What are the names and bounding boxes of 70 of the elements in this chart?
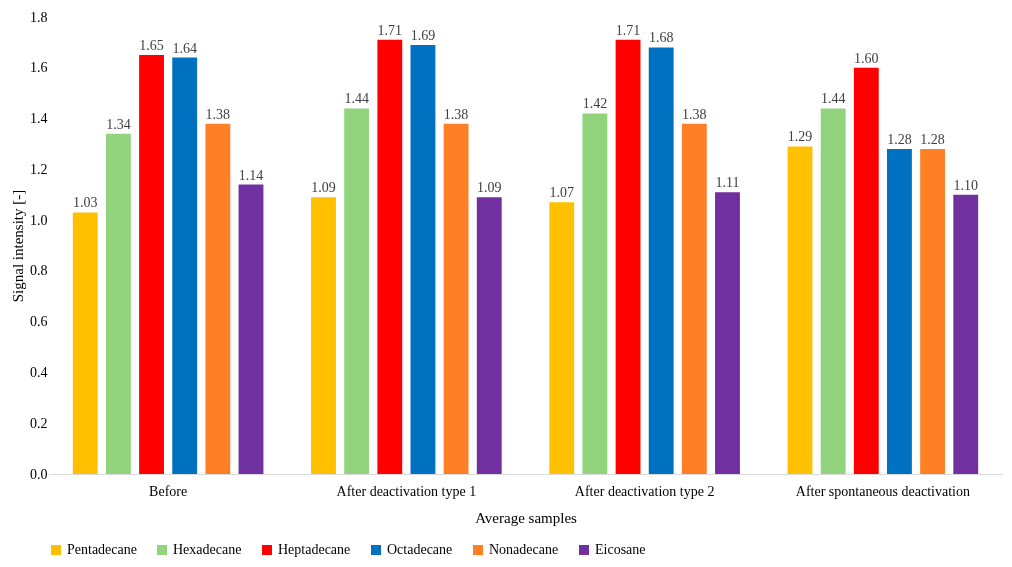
bar [172,57,198,474]
y-axis-title: Signal intensity [-] [10,189,26,303]
y-tick-label: 0.8 [30,263,48,279]
x-tick-label: After spontaneous deactivation [795,483,970,499]
bar [582,113,608,474]
bar [681,123,707,474]
data-label: 1.42 [582,96,608,112]
data-label: 1.11 [715,175,740,191]
legend-label: Octadecane [387,542,453,557]
bar [715,192,740,474]
legend-label: Pentadecane [67,542,137,557]
bar [205,123,231,474]
data-label: 1.38 [205,106,231,122]
data-label: 1.38 [682,106,707,122]
data-label: 1.09 [476,180,502,196]
y-tick-label: 1.4 [30,111,48,127]
data-label: 1.03 [73,195,98,211]
data-label: 1.09 [311,180,336,196]
data-label: 1.64 [172,40,197,56]
data-label: 1.34 [106,116,131,132]
legend-label: Hexadecane [173,542,242,557]
x-tick-label: After deactivation type 1 [336,483,477,499]
y-tick-label: 1.0 [30,212,48,228]
data-label: 1.65 [139,38,164,54]
data-label: 1.38 [443,106,469,122]
y-tick-label: 1.2 [30,161,48,177]
bar [820,108,846,474]
x-tick-label: Before [149,483,188,499]
bar [410,44,436,474]
bar [72,212,98,474]
x-tick-label: After deactivation type 2 [574,483,715,499]
x-axis-title: Average samples [475,509,578,526]
bar [311,197,336,474]
data-label: 1.71 [615,22,641,38]
data-label: 1.14 [238,167,264,183]
data-label: 1.28 [920,132,945,148]
data-label: 1.28 [887,132,912,148]
bar [648,47,674,474]
data-label: 1.10 [953,177,978,193]
bar [105,133,131,474]
data-label: 1.60 [854,50,879,66]
y-tick-label: 1.8 [30,9,48,25]
y-tick-label: 0.0 [30,466,48,482]
bar [238,184,264,474]
y-tick-label: 0.2 [30,415,48,431]
legend-label: Heptadecane [278,542,351,557]
data-label: 1.44 [820,91,846,107]
y-tick-label: 0.4 [30,364,48,380]
bar [549,202,575,474]
data-label: 1.29 [787,129,813,145]
data-label: 1.71 [377,22,403,38]
bar [787,146,813,474]
bar [139,55,164,474]
data-label: 1.69 [410,27,436,43]
data-label: 1.44 [344,91,369,107]
bar [953,194,979,474]
bar [443,123,469,474]
bar [377,39,403,474]
bar [853,67,879,474]
bar [615,39,641,474]
legend-label: Nonadecane [489,542,559,557]
data-label: 1.07 [549,185,575,201]
bar [344,108,370,474]
bar [920,149,946,474]
bar [476,197,502,474]
legend-label: Eicosane [595,542,646,557]
data-label: 1.68 [648,30,674,46]
y-tick-label: 1.6 [30,60,48,76]
y-tick-label: 0.6 [30,314,48,330]
bar [887,149,912,474]
